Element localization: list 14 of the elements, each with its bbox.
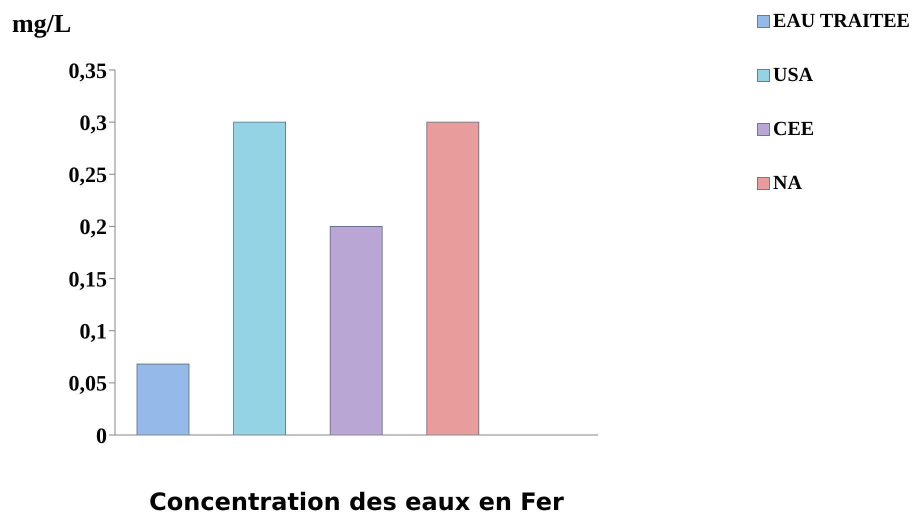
- y-tick-label: 0,15: [68, 266, 107, 292]
- legend-label: NA: [773, 172, 802, 195]
- y-tick-label: 0,2: [80, 214, 107, 240]
- legend-label: CEE: [773, 118, 814, 141]
- x-axis-title: Concentration des eaux en Fer: [149, 488, 564, 516]
- y-tick-label: 0,05: [68, 370, 107, 396]
- y-tick-label: 0,1: [80, 318, 107, 344]
- y-tick-label: 0: [96, 422, 107, 448]
- y-tick-label: 0,35: [68, 58, 107, 83]
- y-tick-label: 0,3: [80, 110, 107, 135]
- legend-label: USA: [773, 64, 814, 87]
- y-tick-label: 0,25: [68, 162, 107, 188]
- legend-label: EAU TRAITEE: [773, 10, 910, 33]
- y-axis-title: mg/L: [12, 9, 72, 38]
